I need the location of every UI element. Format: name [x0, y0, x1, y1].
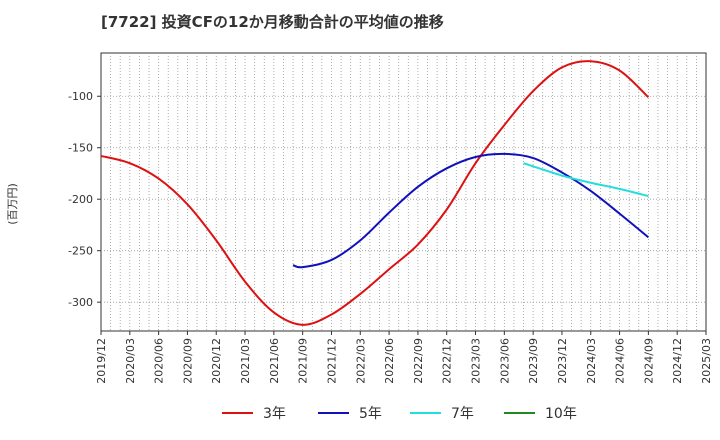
- series-line-1: [100, 60, 650, 326]
- y-tick-label: -150: [68, 142, 93, 155]
- y-axis-label: (百万円): [6, 183, 19, 225]
- legend-label-3: 7年: [451, 406, 474, 422]
- x-tick-label: 2021/12: [325, 338, 338, 384]
- x-tick-label: 2021/09: [297, 338, 310, 384]
- x-tick-label: 2024/03: [585, 338, 598, 384]
- x-tick-label: 2020/06: [153, 338, 166, 384]
- x-tick-label: 2023/12: [556, 338, 569, 384]
- y-tick-label: -200: [68, 193, 93, 206]
- x-tick-label: 2021/06: [268, 338, 281, 384]
- x-tick-label: 2022/12: [441, 338, 454, 384]
- y-tick-label: -100: [68, 90, 93, 103]
- x-tick-label: 2020/03: [124, 338, 137, 384]
- x-tick-label: 2020/09: [181, 338, 194, 384]
- x-tick-label: 2024/06: [614, 338, 627, 384]
- legend-label-2: 5年: [359, 406, 382, 422]
- series-line-2: [292, 152, 650, 269]
- plot-area: -100 -150 -200 -250 -300 2019/12 2020/03 2020/0…: [68, 52, 713, 384]
- x-tick-label: 2024/09: [642, 338, 655, 384]
- x-tick-label: 2023/06: [498, 338, 511, 384]
- y-tick-label: -250: [68, 245, 93, 258]
- series-line-3: [523, 162, 649, 198]
- x-tick-label: 2023/09: [527, 338, 540, 384]
- x-tick-label: 2020/12: [210, 338, 223, 384]
- x-tick-label: 2021/03: [239, 338, 252, 384]
- x-tick-label: 2024/12: [671, 338, 684, 384]
- plot-frame: [100, 52, 707, 332]
- x-tick-label: 2025/03: [700, 338, 713, 384]
- x-tick-label: 2022/09: [412, 338, 425, 384]
- y-tick-label: -300: [68, 296, 93, 309]
- legend-label-1: 3年: [263, 406, 286, 422]
- x-tick-label: 2019/12: [95, 338, 108, 384]
- x-tick-label: 2023/03: [470, 338, 483, 384]
- x-tick-label: 2022/06: [383, 338, 396, 384]
- legend-label-4: 10年: [545, 406, 577, 422]
- x-tick-label: 2022/03: [354, 338, 367, 384]
- chart-title: [7722] 投資CFの12か月移動合計の平均値の推移: [101, 13, 444, 31]
- legend: 3年 5年 7年 10年: [222, 406, 577, 422]
